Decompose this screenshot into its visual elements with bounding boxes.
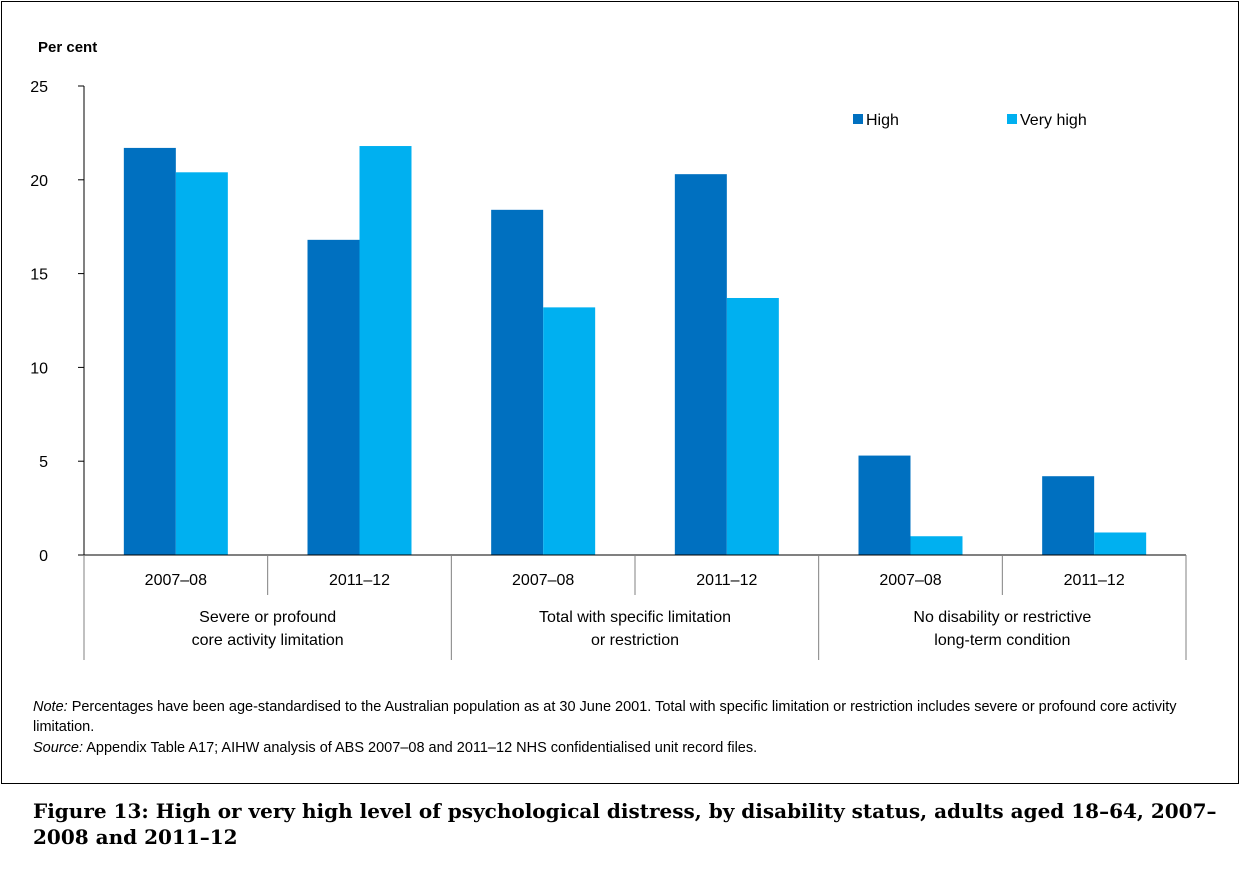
- y-tick-label: 25: [30, 79, 48, 96]
- chart-note: Note: Percentages have been age-standard…: [33, 697, 1213, 737]
- x-tick-label: 2007–08: [879, 572, 941, 589]
- y-axis-title: Per cent: [38, 39, 97, 56]
- x-tick-label: 2007–08: [512, 572, 574, 589]
- source-label: Source:: [33, 740, 83, 756]
- note-text: Percentages have been age-standardised t…: [33, 699, 1177, 735]
- bar-very-high: [910, 536, 963, 555]
- y-tick-label: 0: [39, 548, 48, 565]
- x-tick-label: 2011–12: [1064, 572, 1125, 589]
- legend-label: High: [866, 112, 899, 129]
- bar-very-high: [543, 307, 596, 555]
- legend-swatch-very-high: [1007, 114, 1017, 124]
- legend-swatch-high: [853, 114, 863, 124]
- bar-very-high: [175, 172, 228, 555]
- note-label: Note:: [33, 699, 68, 715]
- y-tick-label: 5: [39, 454, 48, 471]
- bar-very-high: [726, 297, 779, 555]
- bar-high: [491, 209, 544, 556]
- chart-frame: Per cent 0 5 10 15 20 25 2007–08 2011–12 2007–08 2…: [1, 1, 1239, 784]
- x-tick-label: 2011–12: [329, 572, 390, 589]
- bar-very-high: [1094, 532, 1147, 555]
- bar-very-high: [359, 146, 412, 556]
- group-label: long-term condition: [934, 632, 1070, 649]
- group-label: Severe or profound: [199, 609, 336, 626]
- x-tick-label: 2011–12: [696, 572, 757, 589]
- group-label: or restriction: [591, 632, 679, 649]
- bar-high: [858, 455, 911, 555]
- chart-source: Source: Appendix Table A17; AIHW analysi…: [33, 738, 1213, 758]
- group-label: No disability or restrictive: [913, 609, 1091, 626]
- x-tick-label: 2007–08: [145, 572, 207, 589]
- legend-label: Very high: [1020, 112, 1087, 129]
- source-text: Appendix Table A17; AIHW analysis of ABS…: [82, 740, 758, 756]
- bar-high: [307, 239, 360, 555]
- y-tick-label: 10: [30, 360, 48, 377]
- y-tick-label: 20: [30, 173, 48, 190]
- figure-caption: Figure 13: High or very high level of ps…: [33, 799, 1217, 849]
- bar-high: [674, 174, 727, 555]
- bar-high: [123, 147, 176, 555]
- bar-chart: Per cent 0 5 10 15 20 25 2007–08 2011–12 2007–08 2…: [30, 39, 1187, 660]
- bar-high: [1042, 476, 1095, 555]
- group-label: core activity limitation: [192, 632, 344, 649]
- y-tick-label: 15: [30, 267, 48, 284]
- group-label: Total with specific limitation: [539, 609, 731, 626]
